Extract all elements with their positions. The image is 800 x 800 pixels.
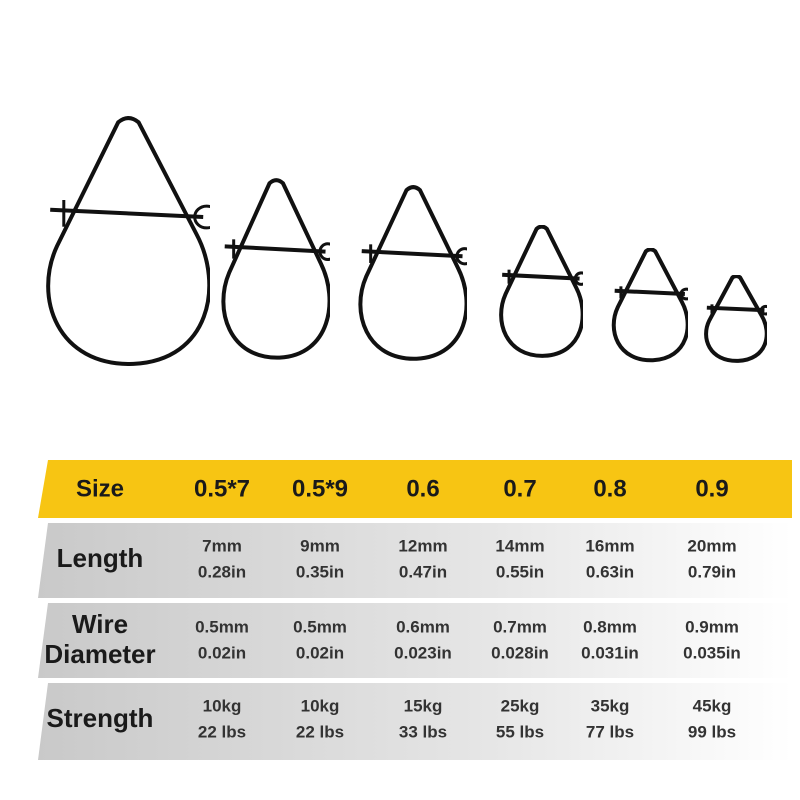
row-band	[38, 603, 792, 678]
spec-value: 0.28in	[198, 562, 246, 581]
spec-value: 77 lbs	[586, 722, 634, 741]
header-band	[38, 460, 792, 518]
snap-image	[499, 225, 583, 358]
spec-value: 14mm	[495, 536, 544, 555]
size-header: 0.5*7	[194, 475, 250, 502]
spec-value: 20mm	[687, 536, 736, 555]
spec-value: 0.55in	[496, 562, 544, 581]
spec-value: 0.9mm	[685, 617, 739, 636]
spec-value: 22 lbs	[296, 722, 344, 741]
spec-value: 0.7mm	[493, 617, 547, 636]
spec-value: 7mm	[202, 536, 242, 555]
spec-value: 0.8mm	[583, 617, 637, 636]
row-label: Wire	[72, 609, 128, 639]
spec-value: 35kg	[591, 696, 630, 715]
size-header: 0.9	[695, 475, 728, 502]
spec-value: 55 lbs	[496, 722, 544, 741]
spec-value: 0.5mm	[293, 617, 347, 636]
spec-table: Size 0.5*7 0.5*9 0.6 0.7 0.8 0.9 Length 7mm 0.28i…	[44, 475, 740, 741]
spec-value: 0.031in	[581, 643, 639, 662]
size-header: 0.7	[503, 475, 536, 502]
snap-image	[48, 118, 218, 364]
row-band	[38, 523, 792, 598]
header-label: Size	[76, 475, 124, 502]
spec-value: 9mm	[300, 536, 340, 555]
size-header: 0.5*9	[292, 475, 348, 502]
spec-value: 0.035in	[683, 643, 741, 662]
spec-value: 0.028in	[491, 643, 549, 662]
snap-image	[704, 275, 767, 363]
spec-value: 10kg	[301, 696, 340, 715]
snaps	[48, 118, 767, 364]
spec-value: 0.63in	[586, 562, 634, 581]
spec-value: 10kg	[203, 696, 242, 715]
spec-value: 0.47in	[399, 562, 447, 581]
snap-image	[360, 187, 472, 359]
spec-value: 33 lbs	[399, 722, 447, 741]
spec-value: 0.79in	[688, 562, 736, 581]
spec-value: 45kg	[693, 696, 732, 715]
size-header: 0.6	[406, 475, 439, 502]
spec-value: 0.5mm	[195, 617, 249, 636]
spec-value: 0.02in	[198, 643, 246, 662]
row-label: Strength	[47, 703, 154, 733]
spec-value: 22 lbs	[198, 722, 246, 741]
spec-value: 15kg	[404, 696, 443, 715]
spec-value: 0.023in	[394, 643, 452, 662]
spec-value: 12mm	[398, 536, 447, 555]
spec-value: 0.6mm	[396, 617, 450, 636]
row-label: Length	[57, 543, 144, 573]
snap-image	[223, 180, 335, 357]
spec-value: 0.35in	[296, 562, 344, 581]
spec-value: 99 lbs	[688, 722, 736, 741]
spec-value: 16mm	[585, 536, 634, 555]
size-header: 0.8	[593, 475, 626, 502]
spec-value: 0.02in	[296, 643, 344, 662]
row-label: Diameter	[44, 639, 155, 669]
spec-value: 25kg	[501, 696, 540, 715]
snap-image	[612, 248, 688, 362]
row-band	[38, 683, 792, 760]
